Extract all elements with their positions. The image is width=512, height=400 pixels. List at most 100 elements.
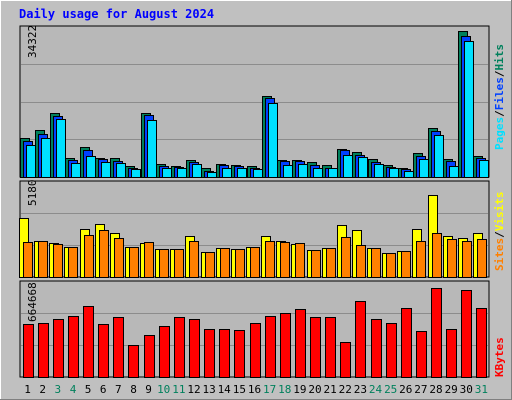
bar-kbytes-day-13 [204, 329, 215, 378]
bar-pages-day-19 [298, 164, 308, 178]
panel-top-ymax-label: 34322 [26, 25, 39, 58]
bar-sites-day-7 [114, 238, 124, 278]
x-tick-label-day-9: 9 [145, 383, 152, 396]
bar-kbytes-day-6 [98, 324, 109, 378]
bar-kbytes-day-8 [128, 345, 139, 378]
chart-title: Daily usage for August 2024 [19, 7, 214, 21]
bar-sites-day-27 [416, 241, 426, 278]
bar-sites-day-23 [356, 245, 366, 278]
bar-pages-day-14 [222, 168, 232, 178]
legend-files: Files [493, 77, 506, 110]
bar-pages-day-23 [358, 157, 368, 178]
x-tick-label-day-28: 28 [429, 383, 442, 396]
bar-sites-day-16 [250, 247, 260, 278]
panel-bottom-ymax-label: 664668 [26, 282, 39, 322]
panel-top-bars [20, 31, 489, 178]
bar-kbytes-day-10 [159, 326, 170, 378]
panel-middle-ymax-label: 5180 [26, 180, 39, 207]
bar-sites-day-15 [235, 249, 245, 278]
bar-sites-day-26 [401, 251, 411, 278]
bar-kbytes-day-4 [68, 316, 79, 378]
x-tick-label-day-22: 22 [339, 383, 352, 396]
bar-pages-day-11 [177, 168, 187, 178]
bar-kbytes-day-25 [386, 323, 397, 378]
x-tick-label-day-20: 20 [308, 383, 321, 396]
bar-kbytes-day-7 [113, 317, 124, 378]
bar-kbytes-day-31 [476, 308, 487, 378]
bar-sites-day-12 [189, 241, 199, 278]
bar-pages-day-4 [71, 163, 81, 178]
legend-visits: Visits [493, 192, 506, 232]
x-tick-label-day-18: 18 [278, 383, 291, 396]
bar-pages-day-18 [283, 165, 293, 178]
x-tick-label-day-8: 8 [130, 383, 137, 396]
bar-pages-day-5 [86, 156, 96, 178]
bar-pages-day-26 [404, 171, 414, 178]
bar-kbytes-day-14 [219, 329, 230, 378]
bar-kbytes-day-5 [83, 306, 94, 378]
bar-sites-day-1 [23, 242, 33, 278]
bar-kbytes-day-20 [310, 317, 321, 378]
x-tick-label-day-6: 6 [100, 383, 107, 396]
bar-kbytes-day-26 [401, 308, 412, 378]
bar-pages-day-15 [237, 168, 247, 178]
bar-sites-day-18 [280, 242, 290, 278]
x-tick-label-day-1: 1 [24, 383, 31, 396]
x-tick-label-day-3: 3 [54, 383, 61, 396]
x-tick-label-day-13: 13 [202, 383, 215, 396]
bar-sites-day-13 [205, 252, 215, 278]
bar-kbytes-day-28 [431, 288, 442, 378]
x-tick-label-day-25: 25 [384, 383, 397, 396]
bar-kbytes-day-27 [416, 331, 427, 378]
bar-pages-day-8 [131, 169, 141, 178]
bar-kbytes-day-1 [23, 324, 34, 378]
bar-sites-day-25 [386, 253, 396, 278]
bar-sites-day-3 [53, 244, 63, 278]
bar-sites-day-14 [220, 248, 230, 278]
bar-pages-day-12 [192, 164, 202, 178]
bar-pages-day-2 [41, 138, 51, 178]
bar-sites-day-5 [84, 235, 94, 278]
x-tick-label-day-29: 29 [445, 383, 458, 396]
legend-pages: Pages [493, 117, 506, 150]
bar-sites-day-19 [295, 243, 305, 278]
bar-kbytes-day-23 [355, 301, 366, 378]
x-tick-label-day-24: 24 [369, 383, 383, 396]
bar-pages-day-30 [464, 41, 474, 178]
x-tick-label-day-31: 31 [475, 383, 488, 396]
bar-sites-day-8 [129, 247, 139, 278]
x-tick-label-day-2: 2 [39, 383, 46, 396]
bar-sites-day-9 [144, 242, 154, 278]
panel-top-gridlines [21, 64, 488, 140]
bar-pages-day-20 [313, 168, 323, 178]
bar-kbytes-day-15 [234, 330, 245, 378]
bar-sites-day-21 [326, 248, 336, 278]
bar-sites-day-24 [371, 248, 381, 278]
panel-top-legend: Pages/Files/Hits [493, 44, 506, 150]
bar-kbytes-day-12 [189, 319, 200, 378]
panel-bottom-bars [23, 288, 487, 378]
x-tick-label-day-27: 27 [414, 383, 427, 396]
x-tick-label-day-17: 17 [263, 383, 276, 396]
bar-pages-day-22 [343, 155, 353, 178]
bar-sites-day-20 [311, 250, 321, 278]
bar-pages-day-1 [26, 145, 36, 178]
legend-sites: Sites [493, 238, 506, 271]
bar-pages-day-6 [101, 162, 111, 178]
bar-pages-day-21 [328, 168, 338, 178]
bar-kbytes-day-2 [38, 323, 49, 378]
x-tick-label-day-4: 4 [70, 383, 77, 396]
legend-hits: Hits [493, 44, 506, 71]
x-tick-label-day-10: 10 [157, 383, 170, 396]
bar-pages-day-10 [162, 168, 172, 178]
bar-kbytes-day-3 [53, 319, 64, 378]
x-tick-label-day-16: 16 [248, 383, 261, 396]
bar-sites-day-28 [432, 233, 442, 278]
legend-kbytes: KBytes [493, 337, 506, 377]
bar-kbytes-day-18 [280, 313, 291, 378]
x-tick-label-day-12: 12 [187, 383, 200, 396]
x-tick-label-day-15: 15 [233, 383, 246, 396]
x-tick-label-day-7: 7 [115, 383, 122, 396]
bar-pages-day-17 [268, 103, 278, 178]
